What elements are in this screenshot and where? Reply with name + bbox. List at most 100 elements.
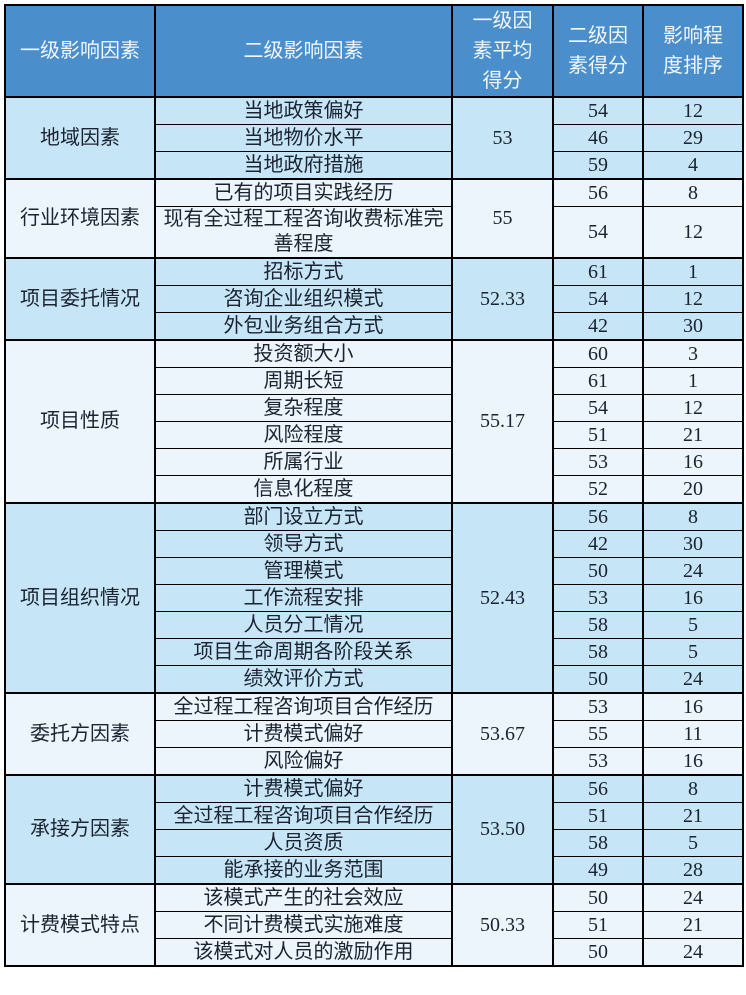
- table-row: 所属行业 53 16: [5, 448, 744, 476]
- table-row: 当地政府措施 59 4: [5, 151, 744, 180]
- avg-score-cell: 52.43: [451, 502, 554, 694]
- rank-cell: 16: [642, 448, 744, 476]
- rank-cell: 4: [642, 151, 744, 180]
- table-row: 绩效评价方式 50 24: [5, 665, 744, 694]
- avg-score-cell: 55: [451, 178, 554, 259]
- table-row: 咨询企业组织模式 54 12: [5, 285, 744, 313]
- table-row: 风险偏好 53 16: [5, 747, 744, 776]
- score-cell: 53: [552, 747, 644, 776]
- score-cell: 50: [552, 557, 644, 585]
- subfactor-name-cell: 周期长短: [154, 367, 453, 395]
- table-row: 不同计费模式实施难度 51 21: [5, 911, 744, 939]
- col-header-level2-score: 二级因素得分: [552, 4, 644, 98]
- score-cell: 42: [552, 530, 644, 558]
- factor-name-cell: 项目性质: [4, 339, 156, 504]
- subfactor-name-cell: 招标方式: [154, 257, 453, 286]
- subfactor-name-cell: 投资额大小: [154, 339, 453, 368]
- subfactor-name-cell: 现有全过程工程咨询收费标准完善程度: [154, 206, 453, 259]
- table-row: 人员资质 58 5: [5, 829, 744, 857]
- rank-cell: 16: [642, 584, 744, 612]
- subfactor-name-cell: 当地政府措施: [154, 151, 453, 180]
- rank-cell: 24: [642, 665, 744, 694]
- score-cell: 54: [552, 285, 644, 313]
- table-row: 计费模式特点 该模式产生的社会效应 50.33 50 24: [4, 883, 744, 967]
- subfactor-name-cell: 管理模式: [154, 557, 453, 585]
- table-row: 计费模式偏好 55 11: [5, 720, 744, 748]
- score-cell: 59: [552, 151, 644, 180]
- rank-cell: 8: [642, 774, 744, 803]
- subfactor-name-cell: 领导方式: [154, 530, 453, 558]
- score-cell: 50: [552, 883, 644, 912]
- factor-name-cell: 地域因素: [4, 96, 156, 180]
- factor-name-cell: 计费模式特点: [4, 883, 156, 967]
- header-row: 一级影响因素 二级影响因素 一级因素平均得分 二级因素得分 影响程度排序: [4, 4, 744, 98]
- rank-cell: 24: [642, 883, 744, 912]
- score-cell: 61: [552, 367, 644, 395]
- score-cell: 58: [552, 829, 644, 857]
- rank-cell: 24: [642, 557, 744, 585]
- score-cell: 56: [552, 502, 644, 531]
- rank-cell: 5: [642, 611, 744, 639]
- rank-cell: 12: [642, 394, 744, 422]
- subfactor-name-cell: 项目生命周期各阶段关系: [154, 638, 453, 666]
- subfactor-name-cell: 全过程工程咨询项目合作经历: [154, 802, 453, 830]
- rank-cell: 3: [642, 339, 744, 368]
- table-row: 当地物价水平 46 29: [5, 124, 744, 152]
- table-row: 承接方因素 计费模式偏好 53.50 56 8: [4, 774, 744, 885]
- rank-cell: 21: [642, 421, 744, 449]
- table-row: 行业环境因素 已有的项目实践经历 55 56 8: [4, 178, 744, 259]
- subfactor-name-cell: 绩效评价方式: [154, 665, 453, 694]
- score-cell: 51: [552, 911, 644, 939]
- factor-name-cell: 行业环境因素: [4, 178, 156, 259]
- avg-score-cell: 53.50: [451, 774, 554, 885]
- rank-cell: 11: [642, 720, 744, 748]
- score-cell: 53: [552, 584, 644, 612]
- subfactor-name-cell: 当地政策偏好: [154, 96, 453, 125]
- rank-cell: 1: [642, 367, 744, 395]
- score-cell: 55: [552, 720, 644, 748]
- table-row: 地域因素 当地政策偏好 53 54 12: [4, 96, 744, 180]
- rank-cell: 16: [642, 747, 744, 776]
- score-cell: 53: [552, 692, 644, 721]
- table-row: 周期长短 61 1: [5, 367, 744, 395]
- rank-cell: 8: [642, 178, 744, 207]
- factor-name-cell: 项目组织情况: [4, 502, 156, 694]
- table-row: 项目委托情况 招标方式 52.33 61 1: [4, 257, 744, 341]
- subfactor-name-cell: 该模式产生的社会效应: [154, 883, 453, 912]
- table-row: 能承接的业务范围 49 28: [5, 856, 744, 885]
- subfactor-name-cell: 人员资质: [154, 829, 453, 857]
- table-row: 现有全过程工程咨询收费标准完善程度 54 12: [5, 206, 744, 259]
- subfactor-name-cell: 所属行业: [154, 448, 453, 476]
- score-cell: 60: [552, 339, 644, 368]
- influence-factors-table: 一级影响因素 二级影响因素 一级因素平均得分 二级因素得分 影响程度排序 地域因…: [4, 4, 744, 967]
- table-body: 地域因素 当地政策偏好 53 54 12 当地物价水平 46 29 当地政府措施 59 4 行业环境因…: [4, 96, 744, 967]
- subfactor-name-cell: 能承接的业务范围: [154, 856, 453, 885]
- subfactor-name-cell: 该模式对人员的激励作用: [154, 938, 453, 967]
- subfactor-name-cell: 外包业务组合方式: [154, 312, 453, 341]
- subfactor-name-cell: 风险程度: [154, 421, 453, 449]
- factor-name-cell: 项目委托情况: [4, 257, 156, 341]
- rank-cell: 5: [642, 829, 744, 857]
- rank-cell: 12: [642, 285, 744, 313]
- subfactor-name-cell: 风险偏好: [154, 747, 453, 776]
- col-header-level2-factor: 二级影响因素: [154, 4, 453, 98]
- score-cell: 52: [552, 475, 644, 504]
- score-cell: 58: [552, 638, 644, 666]
- rank-cell: 1: [642, 257, 744, 286]
- rank-cell: 28: [642, 856, 744, 885]
- col-header-rank: 影响程度排序: [642, 4, 744, 98]
- rank-cell: 16: [642, 692, 744, 721]
- rank-cell: 24: [642, 938, 744, 967]
- avg-score-cell: 53: [451, 96, 554, 180]
- rank-cell: 30: [642, 312, 744, 341]
- subfactor-name-cell: 已有的项目实践经历: [154, 178, 453, 207]
- subfactor-name-cell: 计费模式偏好: [154, 720, 453, 748]
- subfactor-name-cell: 咨询企业组织模式: [154, 285, 453, 313]
- table-row: 该模式对人员的激励作用 50 24: [5, 938, 744, 967]
- table-row: 外包业务组合方式 42 30: [5, 312, 744, 341]
- rank-cell: 5: [642, 638, 744, 666]
- avg-score-cell: 50.33: [451, 883, 554, 967]
- subfactor-name-cell: 工作流程安排: [154, 584, 453, 612]
- score-cell: 54: [552, 96, 644, 125]
- avg-score-cell: 52.33: [451, 257, 554, 341]
